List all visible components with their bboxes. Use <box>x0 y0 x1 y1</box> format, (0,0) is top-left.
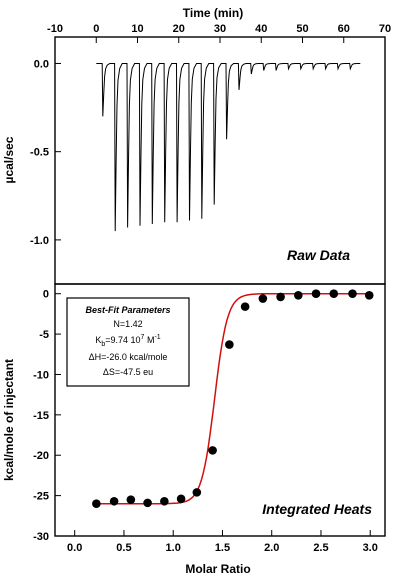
integrated-heat-point <box>176 494 186 504</box>
raw-x-tick-label: 60 <box>338 23 350 35</box>
raw-x-tick-label: 30 <box>214 23 226 35</box>
integrated-heat-point <box>258 294 268 303</box>
integrated-heat-point <box>311 289 321 298</box>
raw-y-ticks: 0.0 -0.5 -1.0 <box>30 58 61 247</box>
integrated-heat-point <box>348 289 357 298</box>
parameter-dh: ΔH=-26.0 kcal/mole <box>89 352 168 362</box>
parameter-n: N=1.42 <box>113 319 142 329</box>
integrated-heat-point <box>126 495 136 504</box>
integrated-heat-point <box>208 446 217 455</box>
parameters-title: Best-Fit Parameters <box>85 305 170 315</box>
raw-x-tick-label: 10 <box>131 23 143 35</box>
heat-x-tick-label: 2.0 <box>264 542 279 554</box>
raw-data-label: Raw Data <box>287 247 350 263</box>
parameters-box-frame <box>66 297 190 387</box>
heat-plot-frame <box>54 283 386 537</box>
integrated-heat-point <box>92 499 101 508</box>
heat-x-tick-label: 0.0 <box>67 542 82 554</box>
raw-data-panel: Time (min) -10 0 10 20 30 40 50 60 70 0.0 -0.5 -1.… <box>2 6 391 285</box>
integrated-heats-panel: 0.0 0.5 1.0 1.5 2.0 2.5 3.0 0 -5 -10 -15 -20 -25 -30… <box>2 283 386 576</box>
heat-x-ticks: 0.0 0.5 1.0 1.5 2.0 2.5 3.0 <box>67 530 378 554</box>
raw-x-tick-label: 0 <box>93 23 99 35</box>
raw-y-tick-label: 0.0 <box>34 58 49 70</box>
heat-x-axis-label: Molar Ratio <box>185 562 250 576</box>
heat-x-tick-label: 3.0 <box>363 542 378 554</box>
raw-y-tick-label: -0.5 <box>30 147 49 159</box>
best-fit-parameters-box: Best-Fit Parameters N=1.42 Kb=9.74 107 M… <box>66 297 190 387</box>
heat-y-tick-label: -15 <box>33 410 49 422</box>
heat-y-tick-label: -10 <box>33 369 49 381</box>
raw-y-tick-label: -1.0 <box>30 235 49 247</box>
integrated-heat-point <box>160 496 169 506</box>
raw-y-axis-label: µcal/sec <box>2 136 16 183</box>
fit-curve <box>94 292 371 505</box>
raw-x-ticks: -10 0 10 20 30 40 50 60 70 <box>47 23 391 43</box>
heat-y-tick-label: -20 <box>33 450 49 462</box>
raw-x-axis-label: Time (min) <box>183 6 243 20</box>
raw-x-tick-label: 50 <box>296 23 308 35</box>
integrated-heat-point <box>364 291 374 300</box>
heat-y-tick-label: 0 <box>43 289 49 301</box>
heat-x-tick-label: 1.5 <box>215 542 230 554</box>
integrated-heat-point <box>240 302 250 311</box>
parameter-ds: ΔS=-47.5 eu <box>103 367 153 377</box>
heat-x-tick-label: 1.0 <box>166 542 181 554</box>
raw-thermogram-trace <box>96 63 361 232</box>
integrated-heat-point <box>192 488 202 497</box>
integrated-heat-point <box>276 292 285 302</box>
integrated-heat-point <box>143 498 152 508</box>
integrated-heat-point <box>294 291 303 300</box>
integrated-heats-label: Integrated Heats <box>262 501 372 517</box>
raw-x-tick-label: -10 <box>47 23 63 35</box>
heat-y-tick-label: -25 <box>33 491 49 503</box>
integrated-heat-point <box>109 496 119 506</box>
integrated-heat-points <box>92 289 374 508</box>
heat-x-tick-label: 0.5 <box>116 542 131 554</box>
heat-y-ticks: 0 -5 -10 -15 -20 -25 -30 <box>33 289 61 543</box>
heat-y-axis-label: kcal/mole of injectant <box>2 359 16 481</box>
heat-y-tick-label: -5 <box>39 329 49 341</box>
integrated-heat-point <box>329 289 339 298</box>
heat-y-tick-label: -30 <box>33 531 49 543</box>
raw-x-tick-label: 70 <box>379 23 391 35</box>
parameter-kb: Kb=9.74 107 M-1 <box>95 334 160 348</box>
heat-x-tick-label: 2.5 <box>313 542 328 554</box>
raw-x-tick-label: 40 <box>255 23 267 35</box>
raw-x-tick-label: 20 <box>173 23 185 35</box>
integrated-heat-point <box>225 340 234 349</box>
